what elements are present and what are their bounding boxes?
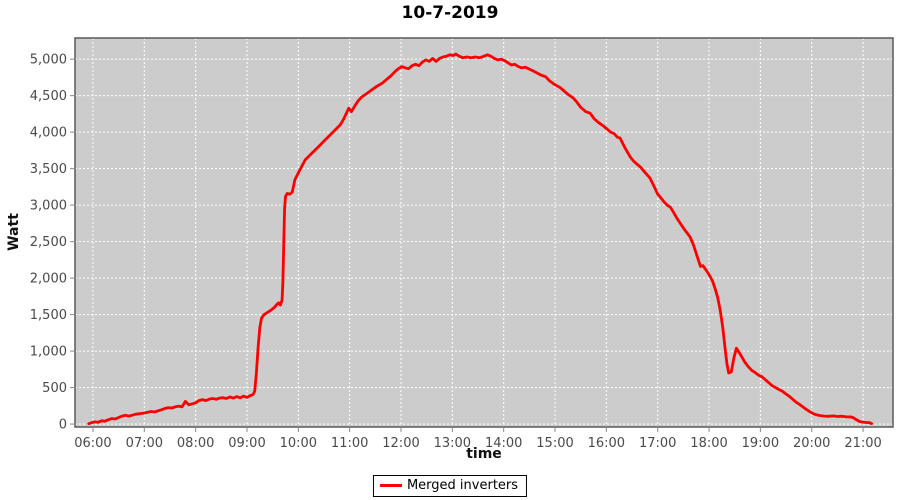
y-tick-label: 3,000 — [30, 199, 67, 214]
chart-title: 10-7-2019 — [401, 3, 499, 23]
x-tick-label: 17:00 — [639, 436, 676, 451]
x-tick-label: 20:00 — [793, 436, 830, 451]
y-tick-label: 5,000 — [30, 53, 67, 68]
x-tick-label: 11:00 — [331, 436, 368, 451]
y-tick-label: 3,500 — [30, 162, 67, 177]
x-tick-label: 21:00 — [844, 436, 881, 451]
x-tick-label: 14:00 — [485, 436, 522, 451]
plot-background — [75, 38, 893, 427]
y-axis-title: Watt — [6, 213, 22, 251]
x-tick-label: 07:00 — [126, 436, 163, 451]
legend-label: Merged inverters — [406, 478, 519, 493]
x-tick-label: 18:00 — [690, 436, 727, 451]
legend-line-swatch — [379, 484, 402, 487]
x-tick-label: 19:00 — [742, 436, 779, 451]
x-tick-label: 12:00 — [382, 436, 419, 451]
y-tick-label: 1,500 — [30, 308, 67, 323]
y-tick-label: 2,000 — [30, 272, 67, 287]
y-tick-label: 4,000 — [30, 126, 67, 141]
x-tick-label: 13:00 — [434, 436, 471, 451]
y-tick-label: 0 — [59, 418, 67, 433]
plot-border — [74, 37, 894, 428]
series-line — [87, 52, 873, 426]
y-tick-label: 4,500 — [30, 89, 67, 104]
x-tick-label: 15:00 — [536, 436, 573, 451]
y-tick-label: 1,000 — [30, 345, 67, 360]
x-tick-label: 09:00 — [228, 436, 265, 451]
x-tick-label: 10:00 — [280, 436, 317, 451]
x-tick-label: 08:00 — [177, 436, 214, 451]
legend: Merged inverters — [372, 475, 528, 497]
y-tick-label: 2,500 — [30, 235, 67, 250]
x-tick-label: 06:00 — [74, 436, 111, 451]
x-tick-label: 16:00 — [588, 436, 625, 451]
x-axis-title: time — [466, 446, 502, 462]
y-tick-label: 500 — [42, 381, 67, 396]
